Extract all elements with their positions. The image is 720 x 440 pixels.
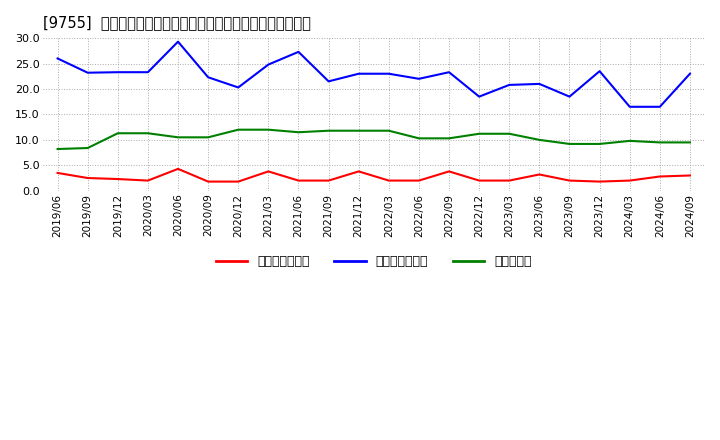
Text: [9755]  売上債権回転率、買入債務回転率、在庫回転率の推移: [9755] 売上債権回転率、買入債務回転率、在庫回転率の推移 xyxy=(42,15,310,30)
Legend: 売上債権回転率, 買入債務回転率, 在庫回転率: 売上債権回転率, 買入債務回転率, 在庫回転率 xyxy=(211,250,537,273)
